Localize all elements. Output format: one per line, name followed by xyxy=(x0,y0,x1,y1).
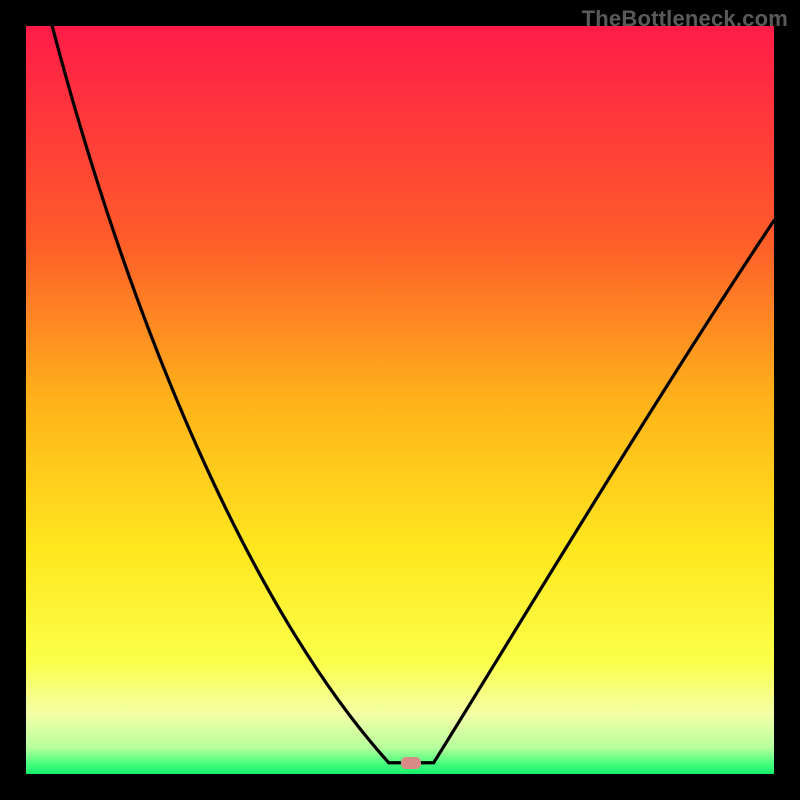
bottleneck-curve xyxy=(52,26,774,763)
curve-svg xyxy=(0,0,800,800)
watermark-text: TheBottleneck.com xyxy=(582,6,788,32)
bottleneck-marker xyxy=(401,757,421,769)
